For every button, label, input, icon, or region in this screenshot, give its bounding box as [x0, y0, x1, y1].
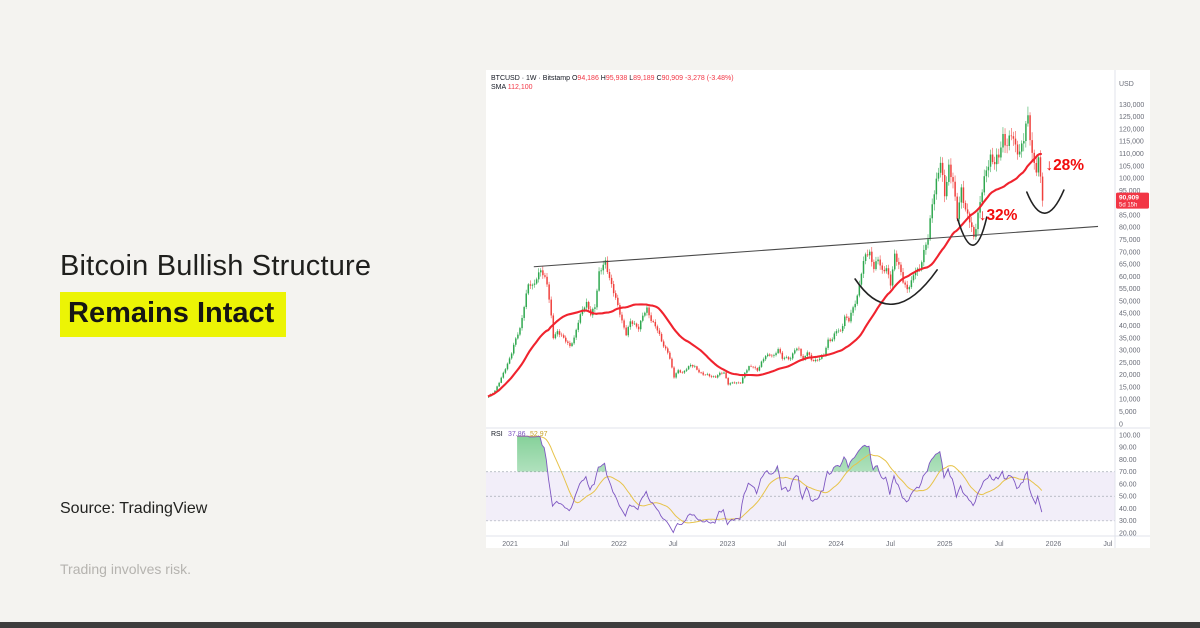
- close-letter: C: [656, 75, 662, 82]
- svg-text:90,909: 90,909: [1119, 194, 1139, 201]
- close-value: 90,909: [661, 75, 683, 82]
- svg-text:25,000: 25,000: [1119, 360, 1141, 367]
- sma-label: SMA: [491, 84, 506, 91]
- svg-text:2026: 2026: [1046, 541, 1062, 548]
- svg-text:75,000: 75,000: [1119, 237, 1141, 244]
- svg-text:110,000: 110,000: [1119, 151, 1144, 158]
- svg-text:55,000: 55,000: [1119, 286, 1141, 293]
- svg-text:2023: 2023: [720, 541, 736, 548]
- svg-text:130,000: 130,000: [1119, 102, 1144, 109]
- low-letter: L: [629, 75, 634, 82]
- svg-text:85,000: 85,000: [1119, 212, 1141, 219]
- svg-text:70.00: 70.00: [1119, 469, 1137, 476]
- separator-dot: ·: [521, 75, 525, 82]
- svg-text:30.00: 30.00: [1119, 518, 1137, 525]
- headline-line1: Bitcoin Bullish Structure: [60, 250, 372, 282]
- svg-text:37.86: 37.86: [508, 431, 526, 438]
- svg-text:Jul: Jul: [886, 541, 895, 548]
- tradingview-chart-panel: BTCUSD · 1W · Bitstamp O94,186 H95,938 L…: [486, 70, 1150, 548]
- svg-text:60,000: 60,000: [1119, 274, 1141, 281]
- svg-text:50,000: 50,000: [1119, 298, 1141, 305]
- svg-text:60.00: 60.00: [1119, 481, 1137, 488]
- high-letter: H: [600, 75, 606, 82]
- svg-text:115,000: 115,000: [1119, 139, 1144, 146]
- svg-text:65,000: 65,000: [1119, 262, 1141, 269]
- headline-block: Bitcoin Bullish Structure Remains Intact: [60, 250, 480, 337]
- svg-text:2025: 2025: [937, 541, 953, 548]
- svg-text:Jul: Jul: [777, 541, 786, 548]
- svg-text:125,000: 125,000: [1119, 114, 1144, 121]
- svg-text:0: 0: [1119, 421, 1123, 428]
- risk-disclaimer: Trading involves risk.: [60, 561, 191, 577]
- svg-text:15,000: 15,000: [1119, 384, 1141, 391]
- svg-text:Jul: Jul: [669, 541, 678, 548]
- svg-text:80.00: 80.00: [1119, 457, 1137, 464]
- svg-text:40,000: 40,000: [1119, 323, 1141, 330]
- open-value: 94,186: [577, 75, 599, 82]
- svg-text:10,000: 10,000: [1119, 397, 1141, 404]
- svg-text:45,000: 45,000: [1119, 311, 1141, 318]
- exchange-label: Bitstamp: [542, 75, 571, 82]
- headline-highlighted-line: Remains Intact: [60, 292, 287, 337]
- bottom-accent-bar: [0, 622, 1200, 628]
- svg-text:100.00: 100.00: [1119, 432, 1141, 439]
- svg-text:95,000: 95,000: [1119, 188, 1141, 195]
- svg-text:100,000: 100,000: [1119, 176, 1144, 183]
- open-letter: O: [571, 75, 578, 82]
- svg-text:35,000: 35,000: [1119, 335, 1141, 342]
- svg-text:2021: 2021: [502, 541, 518, 548]
- high-value: 95,938: [605, 75, 628, 82]
- svg-text:2024: 2024: [828, 541, 844, 548]
- svg-text:Jul: Jul: [995, 541, 1004, 548]
- candlestick-chart-canvas: ↓32% ↓28% USD 130,000 125,000 120,000 115,000 1…: [486, 70, 1150, 548]
- symbol-label: BTCUSD: [491, 75, 520, 82]
- svg-text:50.00: 50.00: [1119, 494, 1137, 501]
- sma-row: SMA 112,100: [491, 84, 734, 92]
- source-caption: Source: TradingView: [60, 500, 208, 517]
- svg-text:40.00: 40.00: [1119, 506, 1137, 513]
- svg-text:Jul: Jul: [1103, 541, 1112, 548]
- change-value: -3,278 (-3.48%): [684, 75, 734, 82]
- svg-text:↓32%: ↓32%: [979, 207, 1018, 224]
- svg-text:5,000: 5,000: [1119, 409, 1137, 416]
- sma-value: 112,100: [507, 84, 533, 91]
- svg-text:52.97: 52.97: [530, 431, 548, 438]
- svg-text:2022: 2022: [611, 541, 627, 548]
- svg-text:↓28%: ↓28%: [1045, 157, 1084, 174]
- svg-text:5d 15h: 5d 15h: [1119, 203, 1137, 209]
- svg-text:20,000: 20,000: [1119, 372, 1141, 379]
- chart-legend: BTCUSD · 1W · Bitstamp O94,186 H95,938 L…: [491, 75, 734, 92]
- symbol-ohlc-row: BTCUSD · 1W · Bitstamp O94,186 H95,938 L…: [491, 75, 734, 83]
- svg-text:80,000: 80,000: [1119, 225, 1141, 232]
- low-value: 89,189: [633, 75, 655, 82]
- svg-text:30,000: 30,000: [1119, 348, 1141, 355]
- separator-dot: ·: [538, 75, 541, 82]
- interval-label: 1W: [526, 75, 537, 82]
- svg-text:90.00: 90.00: [1119, 445, 1137, 452]
- svg-text:USD: USD: [1119, 81, 1134, 88]
- svg-text:20.00: 20.00: [1119, 530, 1137, 537]
- svg-text:105,000: 105,000: [1119, 163, 1144, 170]
- svg-text:120,000: 120,000: [1119, 126, 1144, 133]
- svg-text:Jul: Jul: [560, 541, 569, 548]
- svg-text:70,000: 70,000: [1119, 249, 1141, 256]
- svg-text:RSI: RSI: [491, 431, 503, 438]
